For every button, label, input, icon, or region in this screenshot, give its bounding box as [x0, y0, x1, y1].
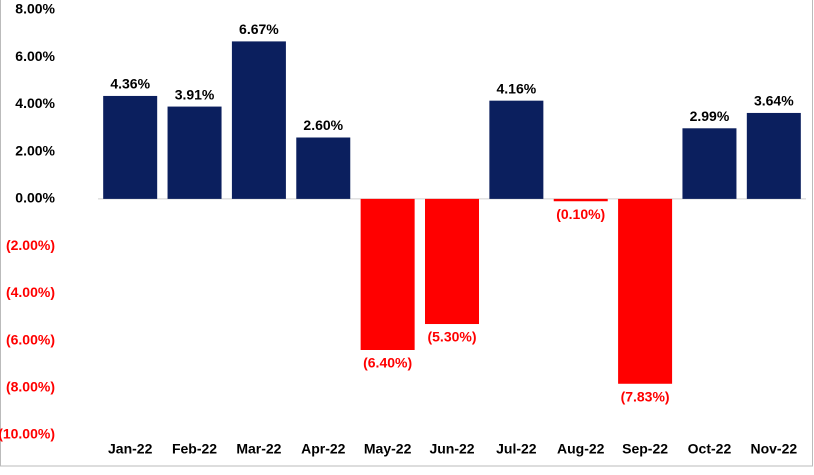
data-label: 4.36% [110, 76, 150, 92]
x-tick-label: Aug-22 [557, 441, 605, 457]
bar [553, 198, 608, 202]
data-label: (0.10%) [556, 206, 605, 222]
bar [360, 198, 415, 350]
data-label: (6.40%) [363, 355, 412, 371]
y-tick-label: (4.00%) [6, 284, 55, 300]
bar [231, 41, 286, 199]
x-tick-label: May-22 [364, 441, 412, 457]
y-tick-label: 0.00% [15, 190, 55, 206]
x-tick-label: Sep-22 [622, 441, 668, 457]
data-label: (5.30%) [427, 329, 476, 345]
y-tick-label: 4.00% [15, 95, 55, 111]
bar [682, 128, 737, 199]
bar [296, 137, 351, 199]
data-label: 3.91% [175, 86, 215, 102]
bar [489, 100, 544, 199]
y-tick-label: 2.00% [15, 142, 55, 158]
y-tick-label: 8.00% [15, 1, 55, 17]
x-tick-label: Oct-22 [688, 441, 732, 457]
x-tick-label: Jun-22 [429, 441, 474, 457]
bar [618, 198, 673, 384]
y-tick-label: (2.00%) [6, 237, 55, 253]
x-tick-label: Apr-22 [301, 441, 346, 457]
x-tick-label: Nov-22 [750, 441, 797, 457]
data-label: (7.83%) [621, 388, 670, 404]
data-label: 4.16% [497, 80, 537, 96]
data-label: 3.64% [754, 93, 794, 109]
y-tick-label: (10.00%) [0, 426, 55, 442]
x-tick-label: Jan-22 [108, 441, 153, 457]
data-label: 2.99% [690, 108, 730, 124]
bar [103, 95, 158, 199]
y-tick-label: 6.00% [15, 48, 55, 64]
x-tick-label: Jul-22 [496, 441, 537, 457]
x-tick-label: Feb-22 [172, 441, 217, 457]
y-tick-label: (8.00%) [6, 378, 55, 394]
data-label: 6.67% [239, 21, 279, 37]
data-label: 2.60% [303, 117, 343, 133]
bar [746, 112, 801, 199]
y-tick-label: (6.00%) [6, 331, 55, 347]
bar [425, 198, 479, 325]
bar [167, 106, 222, 199]
x-tick-label: Mar-22 [236, 441, 281, 457]
